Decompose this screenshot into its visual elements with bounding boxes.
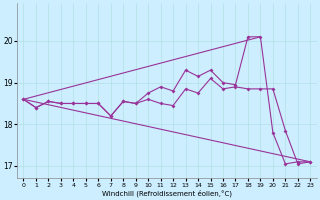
X-axis label: Windchill (Refroidissement éolien,°C): Windchill (Refroidissement éolien,°C)	[102, 189, 232, 197]
